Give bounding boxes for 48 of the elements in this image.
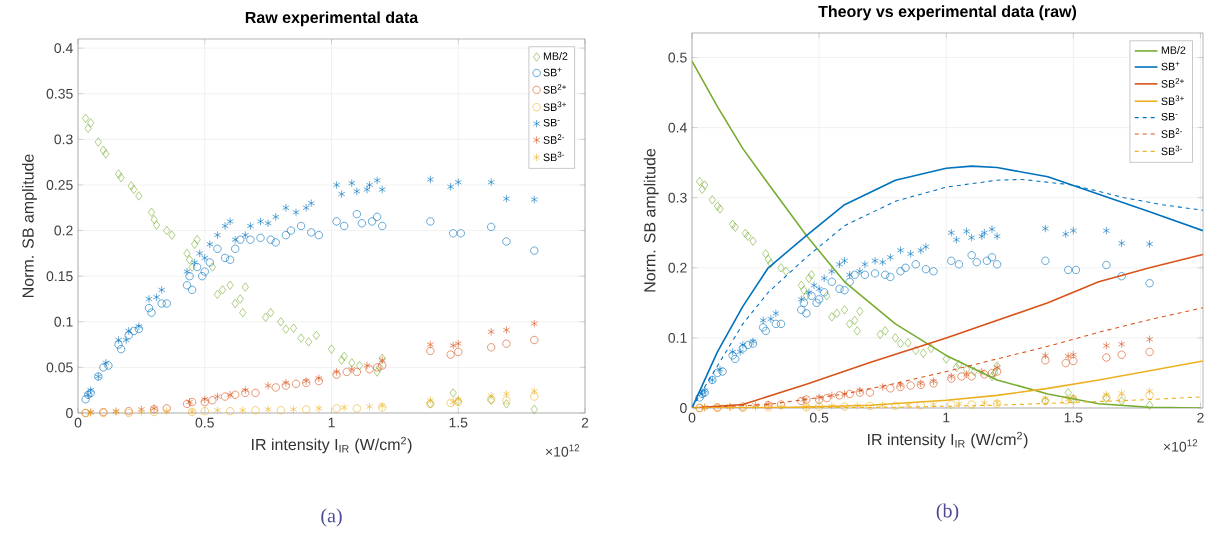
- x-tick-label: 0.5: [809, 412, 829, 423]
- x-tick-label: 2: [1197, 412, 1204, 423]
- x-tick-label: 2: [581, 417, 589, 428]
- legend-label: SB$^{3-}$: [1161, 145, 1182, 156]
- y-axis-title: Norm. SB amplitude: [643, 148, 659, 292]
- y-tick-label: 0.5: [668, 52, 687, 63]
- y-tick-label: 0.35: [46, 88, 73, 99]
- legend-label: SB$^{3-}$: [543, 151, 565, 162]
- legend-label: SB$^{3+}$: [1161, 95, 1184, 106]
- y-tick-label: 0.4: [54, 43, 73, 54]
- y-tick-label: 0.2: [54, 225, 73, 236]
- y-tick-label: 0: [680, 403, 687, 413]
- y-tick-label: 0.1: [668, 332, 687, 343]
- legend-label: SB$^{2+}$: [1161, 78, 1184, 88]
- legend-label: SB$^{2-}$: [543, 134, 565, 144]
- text: ×10$^{12}$: [545, 444, 580, 457]
- chart-title: Theory vs experimental data (raw): [818, 5, 1077, 21]
- text: ×10$^{12}$: [1163, 439, 1198, 452]
- y-tick-label: 0.3: [54, 134, 73, 145]
- text: (b): [936, 503, 959, 522]
- y-tick-label: 0.2: [668, 262, 687, 273]
- legend-label: SB$^{2-}$: [1161, 128, 1182, 138]
- x-tick-label: 0: [74, 417, 82, 428]
- x-axis-title: IR intensity I$_{IR}$ (W/cm$^{2}$): [868, 431, 1028, 449]
- x-tick-label: 1: [328, 417, 335, 428]
- x-axis-title: IR intensity I$_{IR}$ (W/cm$^{2}$): [252, 436, 412, 454]
- x-tick-label: 1.5: [449, 417, 468, 428]
- chart-title: Raw experimental data: [245, 11, 419, 27]
- legend-label: SB$^{+}$: [543, 67, 562, 77]
- x-tick-label: 1: [943, 412, 950, 423]
- text: (a): [321, 508, 342, 527]
- legend-label: SB$^{-}$: [543, 118, 560, 127]
- legend-label: SB$^{3+}$: [543, 101, 566, 111]
- legend-label: MB/2: [1161, 46, 1186, 54]
- legend-label: SB$^{2+}$: [543, 84, 566, 94]
- x-tick-label: 0.5: [195, 417, 214, 428]
- y-axis-title: Norm. SB amplitude: [22, 154, 37, 297]
- x-tick-label: 0: [688, 412, 696, 423]
- y-tick-label: 0.3: [668, 192, 687, 203]
- y-tick-label: 0.25: [46, 180, 73, 190]
- legend-label: MB/2: [543, 52, 568, 60]
- y-tick-label: 0.4: [668, 122, 687, 133]
- y-tick-label: 0.1: [54, 316, 73, 327]
- x-tick-label: 1.5: [1064, 412, 1083, 423]
- legend-label: SB$^{+}$: [1161, 61, 1180, 71]
- legend-label: SB$^{-}$: [1161, 112, 1178, 121]
- y-tick-label: 0.05: [46, 362, 73, 373]
- y-tick-label: 0.15: [46, 271, 73, 282]
